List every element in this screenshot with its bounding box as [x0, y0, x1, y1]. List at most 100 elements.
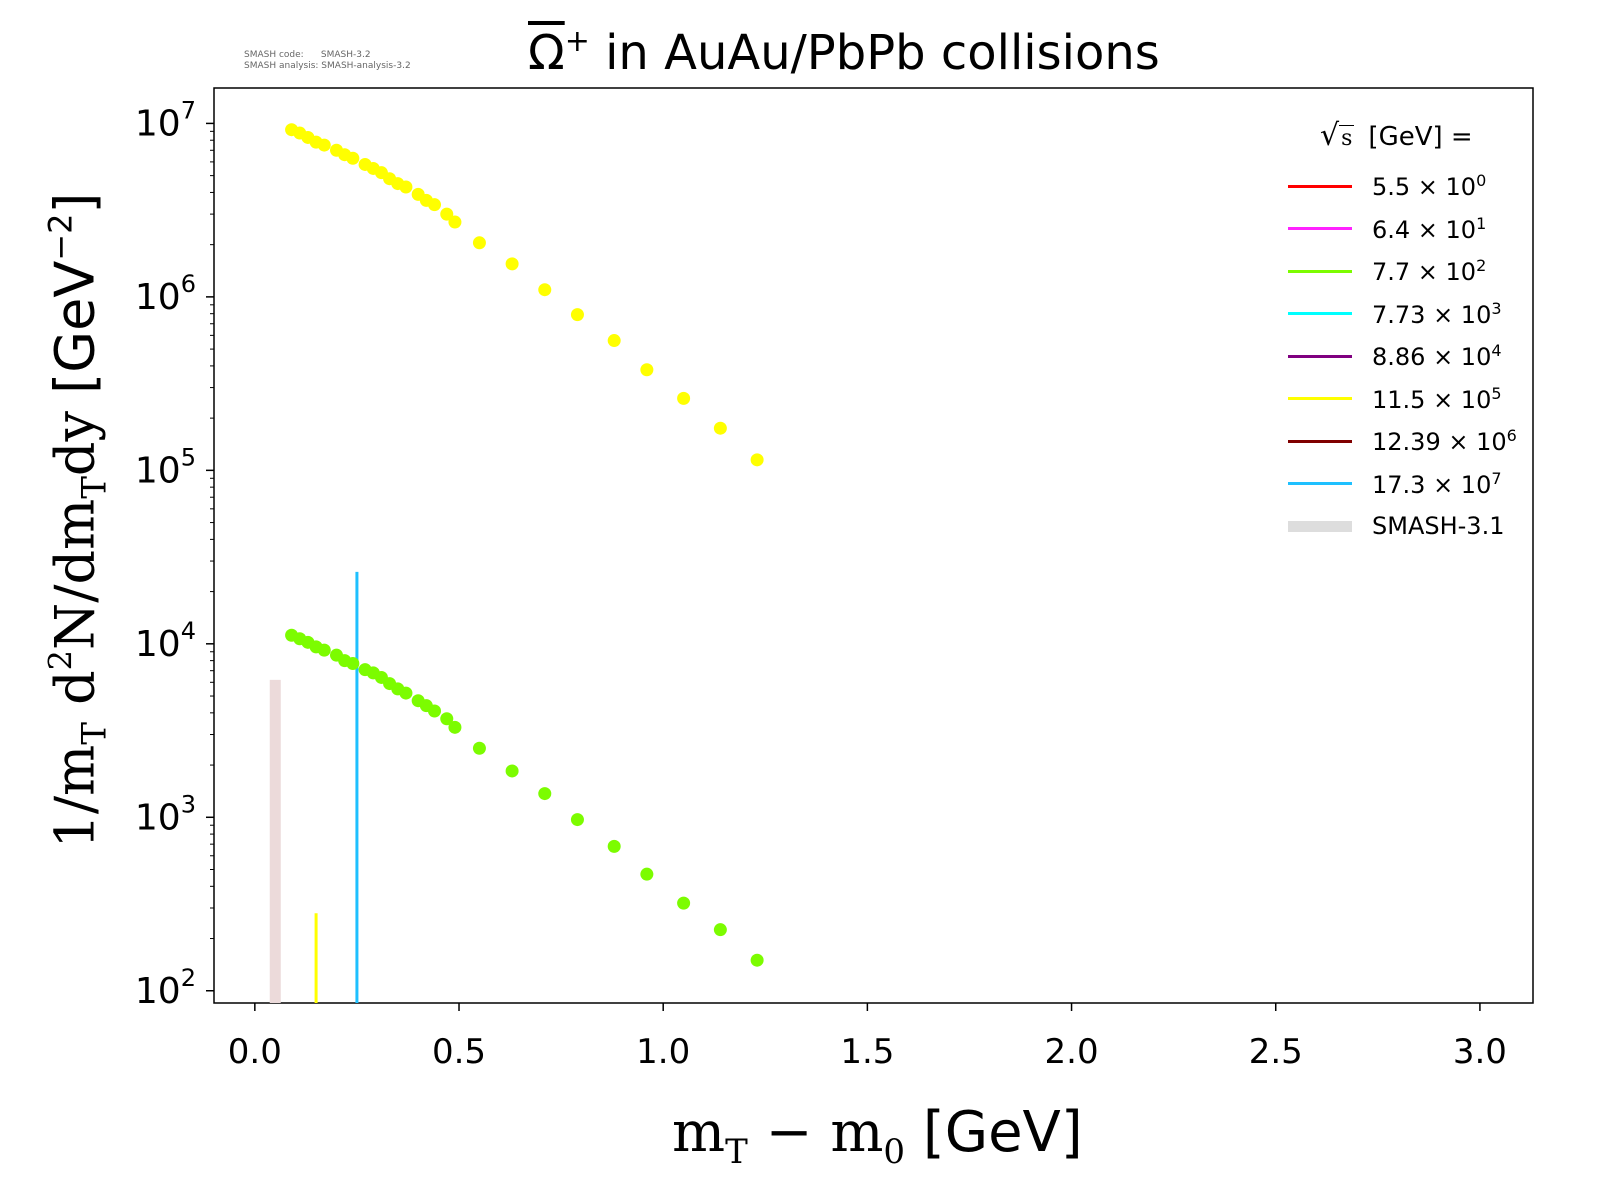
legend-mantissa: 7.73 × 10: [1372, 300, 1492, 329]
y-tick-label: 102: [135, 964, 196, 1012]
legend-label: SMASH-3.1: [1372, 512, 1504, 540]
legend-label: 6.4 × 101: [1372, 214, 1486, 244]
y-tick-label: 107: [135, 96, 196, 144]
data-point: [538, 787, 552, 801]
data-point: [346, 657, 360, 671]
x-label-unit: [GeV]: [905, 1100, 1083, 1165]
y-label-pre: 1/m: [43, 744, 107, 849]
data-point: [399, 180, 413, 194]
title-charge: +: [564, 24, 590, 59]
data-point: [399, 686, 413, 700]
legend-mantissa: 17.3 × 10: [1372, 470, 1492, 499]
y-tick-exponent: 7: [181, 96, 196, 124]
legend-exponent: 2: [1476, 256, 1487, 276]
y-label-ndm: N/dm: [43, 498, 107, 650]
legend-label: 17.3 × 107: [1372, 469, 1502, 499]
legend-entry: 6.4 × 101: [1288, 208, 1517, 251]
y-label-unit: [GeV: [43, 260, 107, 394]
data-point: [538, 283, 552, 297]
data-point: [440, 712, 454, 726]
x-tick-label: 0.0: [228, 1032, 282, 1072]
legend-label: 5.5 × 100: [1372, 171, 1486, 201]
legend-entry: 7.73 × 103: [1288, 293, 1517, 336]
legend-swatch: [1288, 269, 1352, 273]
legend-title: √s [GeV] =: [1320, 118, 1517, 153]
x-label-sub-0: 0: [883, 1132, 906, 1172]
legend-title-unit: [GeV] =: [1368, 122, 1473, 152]
y-tick-exponent: 4: [181, 617, 196, 645]
legend-entry: 7.7 × 102: [1288, 250, 1517, 293]
x-tick-label: 1.5: [840, 1032, 894, 1072]
data-point: [505, 764, 519, 778]
legend-label: 7.73 × 103: [1372, 299, 1502, 329]
x-label-m: m: [672, 1100, 726, 1165]
legend-exponent: 1: [1476, 213, 1487, 233]
legend-entry: 11.5 × 105: [1288, 378, 1517, 421]
legend-entry: 5.5 × 100: [1288, 165, 1517, 208]
x-tick-label: 3.0: [1453, 1032, 1507, 1072]
data-points: [285, 123, 764, 967]
data-point: [677, 391, 691, 405]
y-tick-exponent: 3: [181, 790, 196, 818]
data-point: [317, 138, 331, 152]
data-point: [713, 421, 727, 435]
y-axis-label: 1/mT d2N/dmTdy [GeV−2]: [42, 192, 115, 848]
legend-label: 11.5 × 105: [1372, 384, 1502, 414]
legend-swatch: [1288, 439, 1352, 443]
smash-version-info: SMASH code: SMASH-3.2 SMASH analysis: SMA…: [244, 50, 411, 72]
legend-mantissa: 11.5 × 10: [1372, 385, 1492, 414]
x-axis-ticks: 0.0 0.5 1.0 1.5 2.0 2.5 3.0: [228, 1003, 1507, 1072]
x-axis-label: mT − m0 [GeV]: [672, 1100, 1083, 1172]
legend-entry: SMASH-3.1: [1288, 505, 1517, 548]
y-tick-label: 104: [135, 617, 196, 665]
data-point: [640, 363, 654, 377]
data-point: [713, 923, 727, 937]
legend-exponent: 3: [1491, 298, 1502, 318]
legend-exponent: 5: [1491, 383, 1502, 403]
data-point: [448, 215, 462, 229]
legend-mantissa: 8.86 × 10: [1372, 343, 1492, 372]
chart-title: Ω+ in AuAu/PbPb collisions: [528, 24, 1160, 81]
data-point: [505, 257, 519, 271]
data-point: [607, 334, 621, 348]
y-label-sub-t2: T: [74, 475, 115, 499]
legend-mantissa: 6.4 × 10: [1372, 215, 1477, 244]
legend-swatch: [1288, 354, 1352, 358]
sqrt-symbol: √: [1320, 118, 1340, 153]
legend-swatch: [1288, 520, 1352, 532]
legend-label: 12.39 × 106: [1372, 426, 1517, 456]
y-label-d: d: [43, 669, 107, 722]
legend-entry: 8.86 × 104: [1288, 335, 1517, 378]
y-label-sup-2: 2: [41, 649, 80, 670]
legend-swatch: [1288, 397, 1352, 401]
legend-mantissa: 12.39 × 10: [1372, 428, 1507, 457]
legend-exponent: 6: [1506, 426, 1517, 446]
y-tick-base: 10: [135, 103, 181, 144]
legend-title-s: s: [1339, 125, 1355, 151]
legend-exponent: 4: [1491, 341, 1502, 361]
y-tick-exponent: 2: [181, 964, 196, 992]
legend-exponent: 0: [1476, 171, 1487, 191]
data-point: [607, 839, 621, 853]
y-tick-label: 103: [135, 790, 196, 838]
x-tick-label: 2.0: [1045, 1032, 1099, 1072]
legend-entry: 17.3 × 107: [1288, 463, 1517, 506]
legend-entry: 12.39 × 106: [1288, 420, 1517, 463]
data-point: [570, 308, 584, 322]
y-tick-label: 106: [135, 270, 196, 318]
y-tick-base: 10: [135, 277, 181, 318]
y-label-dy: dy: [43, 393, 107, 476]
legend-mantissa: SMASH-3.1: [1372, 512, 1505, 541]
y-tick-exponent: 6: [181, 270, 196, 298]
x-tick-label: 2.5: [1249, 1032, 1303, 1072]
data-point: [570, 813, 584, 827]
legend-swatch: [1288, 227, 1352, 231]
y-tick-label: 105: [135, 443, 196, 491]
legend-swatch: [1288, 482, 1352, 486]
data-point: [677, 896, 691, 910]
data-point: [428, 198, 442, 212]
data-point: [448, 720, 462, 734]
x-label-minus-m: − m: [747, 1100, 884, 1165]
y-tick-base: 10: [135, 450, 181, 491]
data-point: [472, 236, 486, 250]
